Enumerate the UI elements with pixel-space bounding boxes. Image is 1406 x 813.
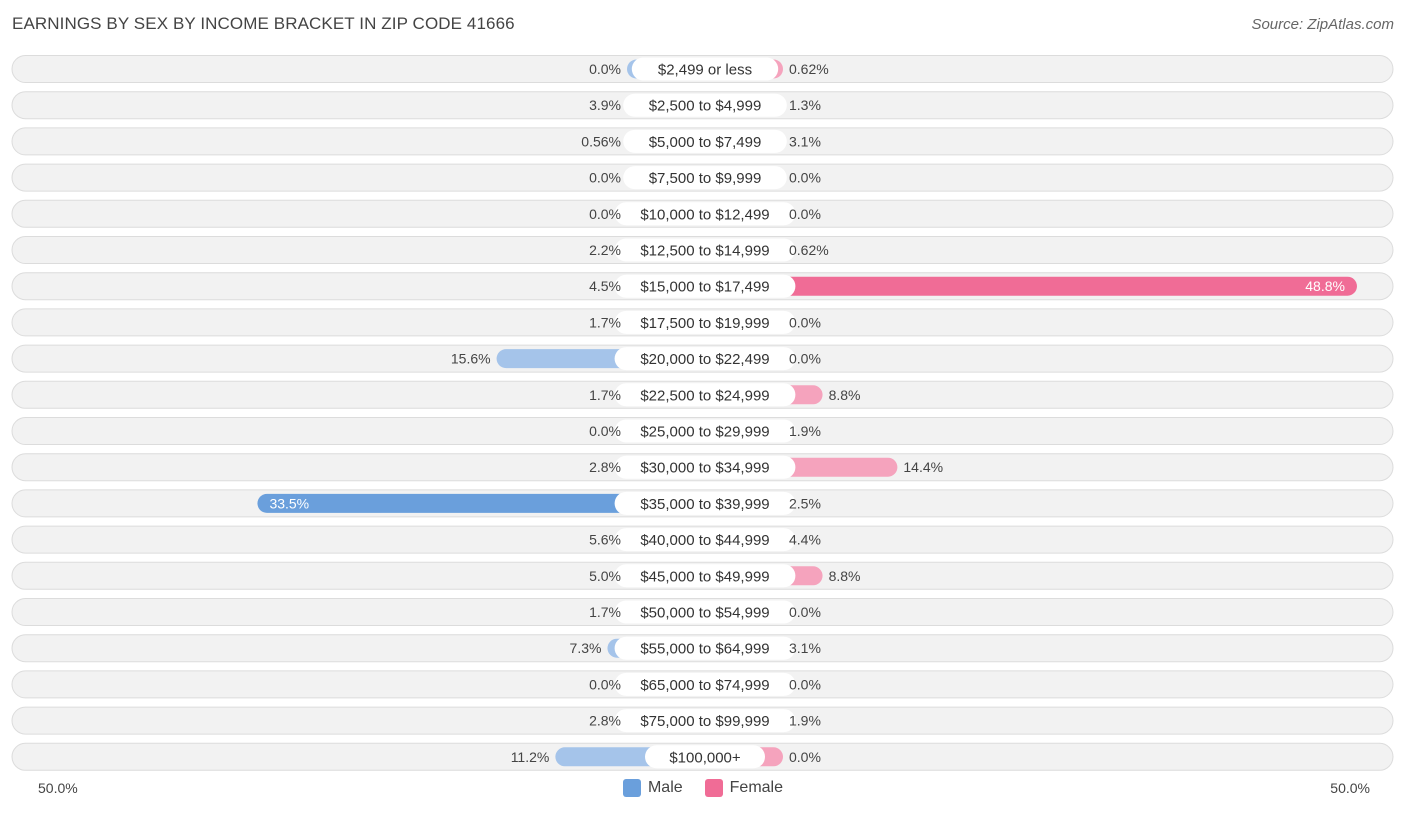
male-value-label: 0.0% [589, 61, 621, 77]
category-pill [614, 636, 796, 660]
male-value-label: 5.0% [589, 568, 621, 584]
female-value-label: 14.4% [903, 459, 943, 475]
female-bar [705, 276, 1357, 296]
category-pill [614, 238, 796, 262]
male-value-label: 2.2% [589, 242, 621, 258]
female-value-label: 3.1% [789, 133, 821, 149]
category-label: $65,000 to $74,999 [640, 677, 769, 694]
category-pill [614, 564, 796, 588]
category-label: $7,500 to $9,999 [649, 170, 762, 187]
female-value-label: 0.0% [789, 749, 821, 765]
legend-item-female[interactable]: Female [704, 779, 784, 797]
female-value-label: 0.0% [789, 206, 821, 222]
category-pill [614, 274, 796, 298]
category-pill [614, 709, 796, 733]
source-note: Source: ZipAtlas.com [1251, 16, 1394, 33]
legend-label-female: Female [729, 779, 784, 796]
female-value-label: 0.0% [789, 170, 821, 186]
category-pill [623, 166, 787, 190]
category-label: $2,499 or less [658, 62, 752, 79]
female-value-label: 8.8% [829, 387, 861, 403]
female-value-label: 8.8% [829, 568, 861, 584]
male-value-label: 3.9% [589, 97, 621, 113]
male-value-label: 0.56% [581, 133, 621, 149]
category-label: $30,000 to $34,999 [640, 460, 769, 477]
female-value-label: 4.4% [789, 532, 821, 548]
category-pill [614, 455, 796, 479]
male-value-label: 1.7% [589, 314, 621, 330]
category-pill [614, 528, 796, 552]
category-label: $12,500 to $14,999 [640, 243, 769, 260]
category-label: $15,000 to $17,499 [640, 279, 769, 296]
legend: Male Female [0, 779, 1406, 797]
category-pill [645, 745, 765, 769]
female-value-label: 0.0% [789, 676, 821, 692]
male-value-label: 0.0% [589, 423, 621, 439]
female-value-label: 2.5% [789, 495, 821, 511]
male-value-label: 4.5% [589, 278, 621, 294]
category-label: $2,500 to $4,999 [649, 98, 762, 115]
category-label: $45,000 to $49,999 [640, 568, 769, 585]
female-value-label: 48.8% [1305, 278, 1345, 294]
category-pill [631, 57, 779, 81]
male-value-label: 0.0% [589, 170, 621, 186]
female-value-label: 0.0% [789, 604, 821, 620]
category-label: $75,000 to $99,999 [640, 713, 769, 730]
male-value-label: 5.6% [589, 532, 621, 548]
category-label: $17,500 to $19,999 [640, 315, 769, 332]
legend-swatch-female [704, 779, 723, 797]
legend-swatch-male [622, 779, 641, 797]
legend-label-male: Male [647, 779, 683, 796]
category-label: $10,000 to $12,499 [640, 206, 769, 223]
female-value-label: 1.9% [789, 713, 821, 729]
category-pill [614, 202, 796, 226]
legend-item-male[interactable]: Male [622, 779, 683, 797]
category-pill [623, 129, 787, 153]
chart-title: EARNINGS BY SEX BY INCOME BRACKET IN ZIP… [12, 14, 515, 33]
female-value-label: 0.0% [789, 351, 821, 367]
category-label: $5,000 to $7,499 [649, 134, 762, 151]
male-value-label: 1.7% [589, 387, 621, 403]
male-value-label: 15.6% [451, 351, 491, 367]
category-label: $100,000+ [669, 749, 741, 766]
male-value-label: 33.5% [269, 495, 309, 511]
male-value-label: 0.0% [589, 206, 621, 222]
category-pill [614, 672, 796, 696]
category-label: $25,000 to $29,999 [640, 424, 769, 441]
category-pill [614, 310, 796, 334]
female-value-label: 1.9% [789, 423, 821, 439]
category-label: $20,000 to $22,499 [640, 351, 769, 368]
female-value-label: 3.1% [789, 640, 821, 656]
category-label: $55,000 to $64,999 [640, 641, 769, 658]
axis-right-label: 50.0% [1330, 780, 1370, 796]
category-pill [623, 93, 787, 117]
female-value-label: 1.3% [789, 97, 821, 113]
category-pill [614, 491, 796, 515]
category-pill [614, 419, 796, 443]
category-label: $35,000 to $39,999 [640, 496, 769, 513]
male-bar [257, 493, 705, 513]
male-value-label: 11.2% [511, 749, 550, 765]
axis-left-label: 50.0% [38, 780, 78, 796]
male-value-label: 1.7% [589, 604, 621, 620]
female-value-label: 0.62% [789, 242, 829, 258]
category-pill [614, 347, 796, 371]
category-pill [614, 383, 796, 407]
category-label: $22,500 to $24,999 [640, 387, 769, 404]
category-label: $40,000 to $44,999 [640, 532, 769, 549]
category-label: $50,000 to $54,999 [640, 605, 769, 622]
male-value-label: 7.3% [570, 640, 602, 656]
category-pill [614, 600, 796, 624]
female-value-label: 0.0% [789, 314, 821, 330]
male-value-label: 2.8% [589, 459, 621, 475]
female-value-label: 0.62% [789, 61, 829, 77]
male-value-label: 2.8% [589, 713, 621, 729]
male-value-label: 0.0% [589, 676, 621, 692]
